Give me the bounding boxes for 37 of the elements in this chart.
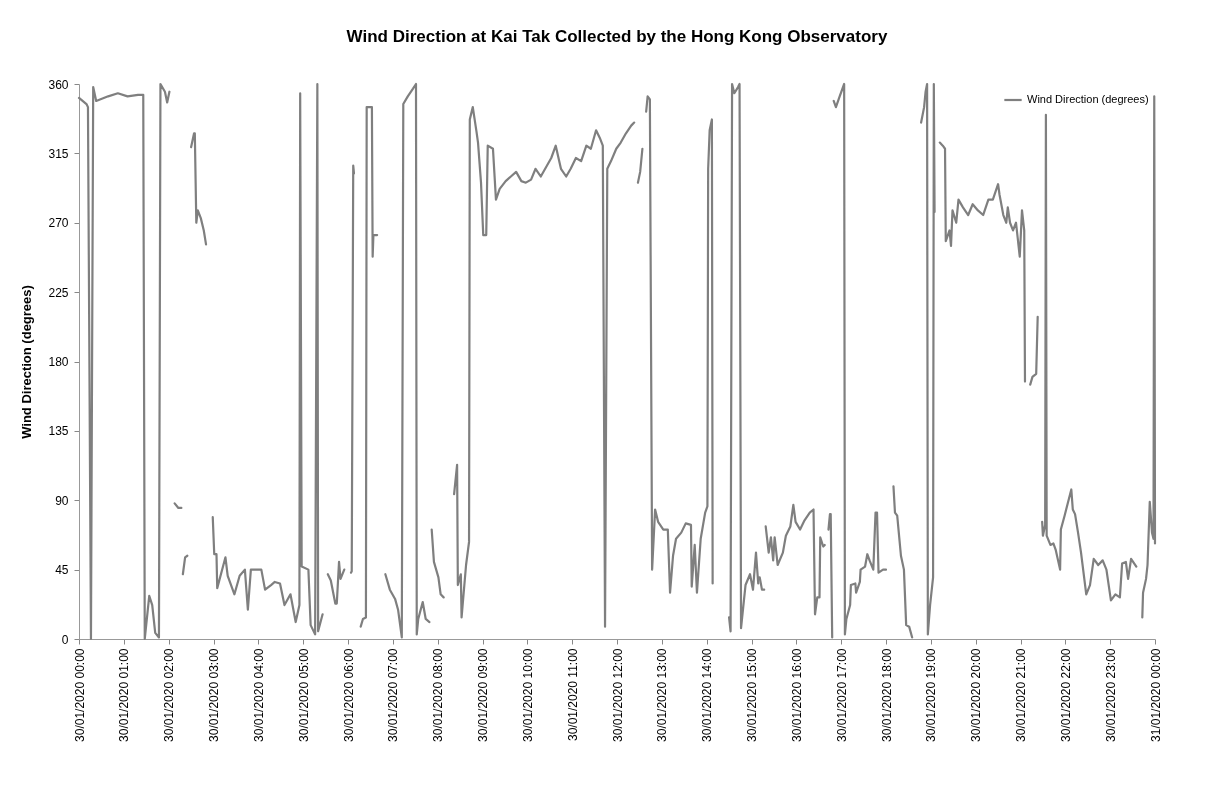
y-tick-label: 90 [55, 493, 69, 508]
x-tick-label: 30/01/2020 21:00 [1014, 648, 1028, 742]
x-tick-label: 30/01/2020 09:00 [476, 648, 490, 742]
y-tick-label: 0 [61, 632, 69, 647]
x-tick-label: 31/01/2020 00:00 [1148, 648, 1163, 742]
x-tick-label: 30/01/2020 03:00 [207, 648, 221, 742]
x-tick-label: 30/01/2020 14:00 [700, 648, 715, 742]
x-tick-label: 30/01/2020 15:00 [745, 648, 759, 742]
x-tick-label: 30/01/2020 02:00 [162, 648, 177, 742]
x-tick-label: 30/01/2020 11:00 [565, 648, 580, 742]
y-tick-label: 45 [55, 563, 69, 578]
x-tick-label: 30/01/2020 05:00 [296, 648, 311, 742]
y-axis-title: Wind Direction (degrees) [19, 285, 35, 439]
x-tick-label: 30/01/2020 01:00 [117, 648, 132, 742]
x-tick-label: 30/01/2020 17:00 [834, 648, 849, 742]
y-tick-label: 270 [48, 216, 69, 231]
legend-label: Wind Direction (degrees) [1027, 93, 1149, 105]
x-tick-label: 30/01/2020 19:00 [924, 648, 939, 742]
y-tick-label: 135 [48, 424, 69, 439]
x-tick-label: 30/01/2020 08:00 [431, 648, 446, 742]
x-tick-label: 30/01/2020 07:00 [386, 648, 401, 742]
x-tick-label: 30/01/2020 13:00 [655, 648, 670, 742]
x-tick-label: 30/01/2020 23:00 [1103, 648, 1118, 742]
y-tick-label: 360 [48, 77, 69, 92]
y-tick-label: 315 [48, 146, 69, 161]
x-tick-label: 30/01/2020 16:00 [789, 648, 804, 742]
x-tick-label: 30/01/2020 12:00 [610, 648, 625, 742]
x-tick-label: 30/01/2020 20:00 [969, 648, 984, 742]
chart-title: Wind Direction at Kai Tak Collected by the Hong Kong Observatory [346, 27, 888, 46]
x-tick-label: 30/01/2020 06:00 [341, 648, 356, 742]
y-tick-label: 225 [48, 285, 69, 300]
y-tick-label: 180 [48, 355, 69, 369]
x-tick-label: 30/01/2020 22:00 [1058, 648, 1073, 742]
x-tick-label: 30/01/2020 10:00 [520, 648, 535, 742]
x-tick-label: 30/01/2020 04:00 [251, 648, 266, 742]
x-tick-label: 30/01/2020 18:00 [879, 648, 894, 742]
x-tick-label: 30/01/2020 00:00 [72, 648, 87, 742]
